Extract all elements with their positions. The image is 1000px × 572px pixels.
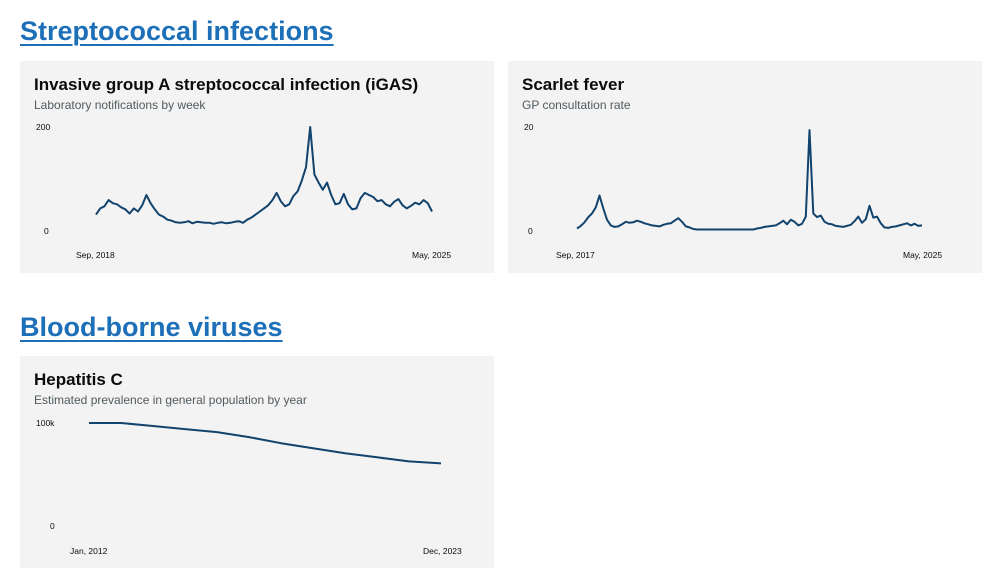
x-tick-end: Dec, 2023 <box>423 546 462 556</box>
series-line <box>576 129 923 231</box>
section-title-streptococcal[interactable]: Streptococcal infections <box>20 16 334 46</box>
section-title-blood-borne[interactable]: Blood-borne viruses <box>20 312 283 342</box>
chart-hepatitis-c: 100k 0 Jan, 2012 Dec, 2023 <box>36 418 462 556</box>
chart-card-scarlet-fever: Scarlet fever GP consultation rate 20 0 … <box>508 61 982 273</box>
x-tick-end: May, 2025 <box>412 250 451 260</box>
card-title: Hepatitis C <box>34 370 123 389</box>
x-tick-start: Sep, 2017 <box>556 250 595 260</box>
chart-igas: 200 0 Sep, 2018 May, 2025 <box>36 122 451 260</box>
card-title: Scarlet fever <box>522 75 625 94</box>
card-title: Invasive group A streptococcal infection… <box>34 75 419 94</box>
series-line <box>95 126 433 225</box>
x-tick-end: May, 2025 <box>903 250 942 260</box>
card-subtitle: GP consultation rate <box>522 98 631 112</box>
y-tick-zero: 0 <box>528 226 533 236</box>
y-tick-max: 20 <box>524 122 534 132</box>
chart-card-hepatitis-c: Hepatitis C Estimated prevalence in gene… <box>20 356 494 568</box>
x-tick-start: Jan, 2012 <box>70 546 108 556</box>
chart-scarlet-fever: 20 0 Sep, 2017 May, 2025 <box>524 122 942 260</box>
y-tick-max: 100k <box>36 418 55 428</box>
card-subtitle: Estimated prevalence in general populati… <box>34 393 307 407</box>
chart-card-igas: Invasive group A streptococcal infection… <box>20 61 494 273</box>
y-tick-max: 200 <box>36 122 50 132</box>
y-tick-zero: 0 <box>50 521 55 531</box>
series-line <box>89 422 442 465</box>
x-tick-start: Sep, 2018 <box>76 250 115 260</box>
card-subtitle: Laboratory notifications by week <box>34 98 206 112</box>
y-tick-zero: 0 <box>44 226 49 236</box>
